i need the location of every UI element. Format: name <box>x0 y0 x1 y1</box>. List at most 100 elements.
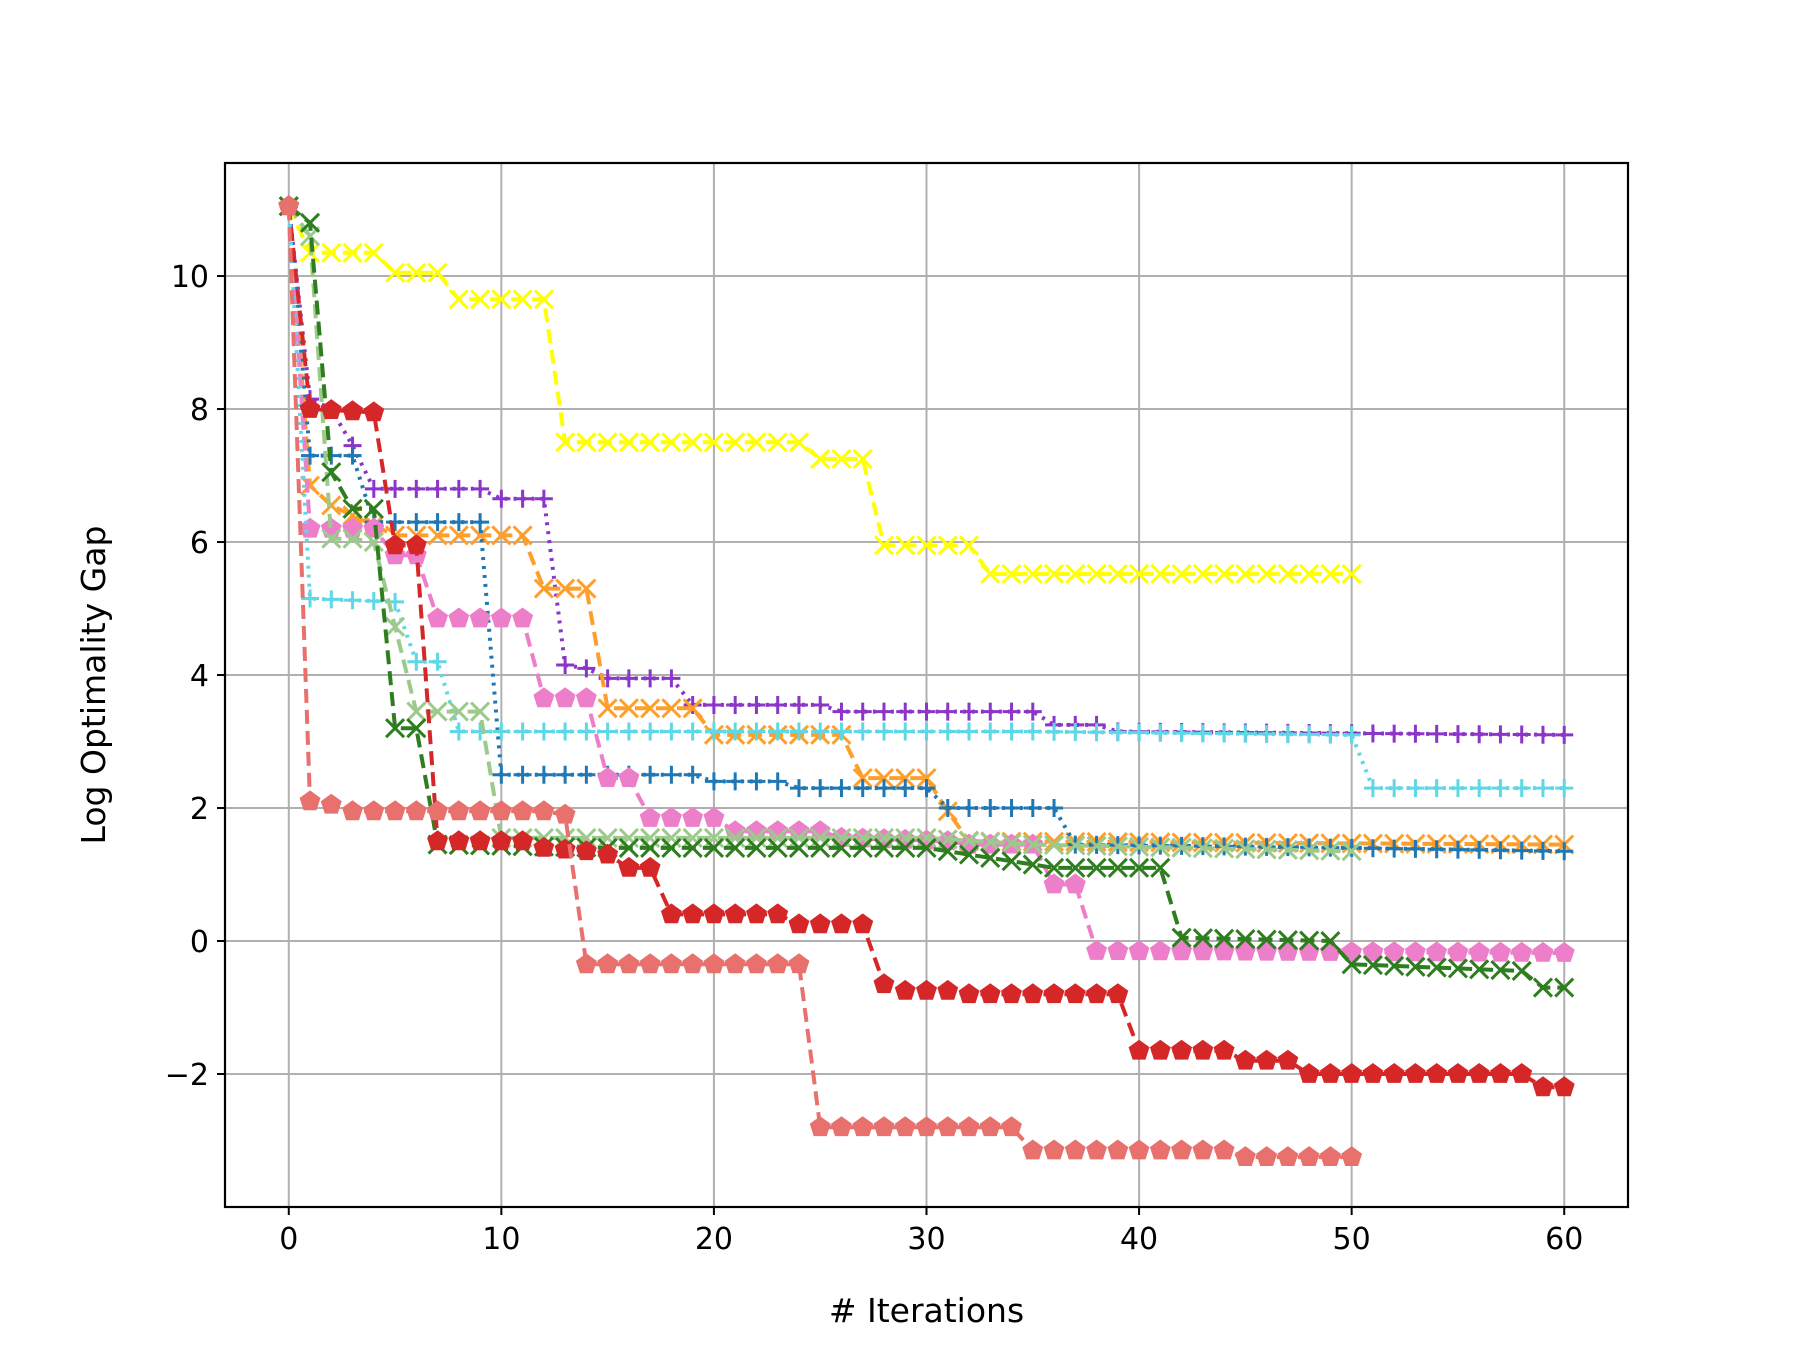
data-point <box>384 800 406 821</box>
data-point <box>1385 724 1404 743</box>
data-point <box>704 772 723 791</box>
data-point <box>1555 842 1574 861</box>
data-point <box>873 837 895 858</box>
data-point <box>449 513 468 532</box>
data-point <box>1319 1063 1341 1083</box>
data-point <box>278 195 300 216</box>
data-point <box>726 722 745 741</box>
data-point <box>639 856 661 877</box>
data-point <box>1107 983 1129 1004</box>
data-point <box>683 695 702 714</box>
data-point <box>831 1116 852 1137</box>
data-point <box>852 913 874 934</box>
data-point <box>1213 1139 1235 1160</box>
data-point <box>1533 779 1552 798</box>
data-point <box>1192 838 1213 859</box>
data-point <box>556 656 575 675</box>
data-point <box>1321 838 1340 857</box>
data-point <box>1469 959 1490 980</box>
data-point <box>979 1116 1001 1137</box>
data-point <box>980 847 1001 868</box>
data-point <box>661 837 682 858</box>
data-point <box>1213 1039 1235 1060</box>
data-point <box>724 820 746 841</box>
data-point <box>874 779 893 798</box>
data-point <box>512 525 533 546</box>
data-point <box>1130 723 1149 742</box>
data-point <box>917 702 936 721</box>
data-point <box>597 767 619 787</box>
data-point <box>363 401 385 422</box>
data-point <box>513 489 532 508</box>
data-point <box>641 669 660 688</box>
x-tick-label: 20 <box>695 1222 733 1257</box>
data-point <box>1066 722 1085 741</box>
data-point <box>661 698 682 719</box>
data-point <box>1001 983 1022 1004</box>
data-point <box>299 398 321 418</box>
data-point <box>641 722 660 741</box>
data-point <box>1341 1146 1363 1166</box>
data-point <box>1256 563 1277 585</box>
data-point <box>1320 930 1341 952</box>
data-point <box>1490 941 1511 962</box>
data-point <box>1383 941 1405 962</box>
data-point <box>832 779 851 798</box>
data-point <box>960 799 979 818</box>
data-point <box>703 432 724 453</box>
data-point <box>407 513 426 532</box>
data-point <box>981 799 1000 818</box>
data-point <box>1107 940 1129 960</box>
data-point <box>1064 1139 1086 1160</box>
data-point <box>726 695 745 714</box>
data-point <box>746 820 767 841</box>
data-point <box>682 698 703 719</box>
data-point <box>1405 956 1426 977</box>
data-point <box>575 953 597 974</box>
data-point <box>1257 724 1276 743</box>
data-point <box>1171 1139 1193 1160</box>
data-point <box>896 779 915 798</box>
data-point <box>363 242 384 263</box>
data-point <box>299 790 321 811</box>
data-point <box>428 479 447 498</box>
data-point <box>1043 563 1065 585</box>
data-point <box>810 837 831 858</box>
data-point <box>894 979 916 1000</box>
data-point <box>831 837 852 858</box>
data-point <box>682 903 704 924</box>
data-point <box>1128 1139 1150 1160</box>
data-point <box>342 800 363 821</box>
data-point <box>1150 563 1171 585</box>
data-point <box>1426 1063 1448 1083</box>
data-point <box>853 779 872 798</box>
data-point <box>958 1116 980 1137</box>
data-point <box>1278 838 1297 857</box>
data-point <box>1468 941 1490 962</box>
data-point <box>938 722 957 741</box>
data-point <box>682 807 704 827</box>
data-point <box>1277 563 1298 585</box>
data-point <box>873 1116 895 1137</box>
data-point <box>640 698 661 719</box>
data-point <box>916 768 937 789</box>
data-point <box>1555 725 1574 744</box>
data-point <box>1236 724 1255 743</box>
data-point <box>1299 930 1320 951</box>
data-point <box>1107 836 1128 857</box>
data-point <box>981 722 1000 741</box>
data-point <box>937 1116 959 1137</box>
data-point <box>767 903 789 924</box>
data-point <box>895 768 916 789</box>
data-point <box>767 953 789 974</box>
data-point <box>979 983 1001 1004</box>
data-point <box>301 589 320 608</box>
data-point <box>1406 724 1425 743</box>
data-point <box>1192 1139 1214 1160</box>
data-point <box>1234 1146 1256 1166</box>
data-point <box>577 722 596 741</box>
data-point <box>406 701 427 722</box>
data-point <box>662 669 681 688</box>
data-point <box>556 722 575 741</box>
